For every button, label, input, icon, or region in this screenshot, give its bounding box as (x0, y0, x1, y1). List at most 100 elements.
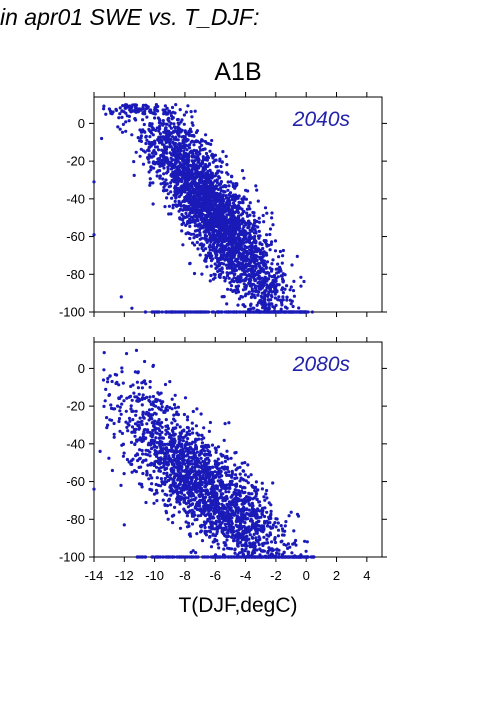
data-point (92, 233, 96, 237)
data-point (133, 370, 137, 374)
data-point (171, 110, 175, 114)
data-point (253, 253, 257, 257)
data-point (242, 235, 246, 239)
data-point (253, 239, 257, 243)
data-point (176, 138, 180, 142)
data-point (255, 289, 259, 293)
data-point (252, 274, 256, 279)
data-point (266, 284, 270, 288)
data-point (120, 115, 124, 119)
data-point (145, 138, 149, 142)
data-point (186, 104, 190, 108)
data-point (192, 202, 196, 206)
data-point (233, 268, 237, 273)
data-point (235, 217, 240, 221)
data-point (105, 416, 109, 420)
data-point (155, 145, 159, 149)
data-point (226, 172, 230, 176)
data-point (241, 210, 245, 214)
data-point (207, 429, 211, 433)
data-point (183, 190, 187, 194)
data-point (248, 533, 252, 537)
data-point (162, 158, 166, 162)
data-point (196, 310, 200, 314)
data-point (148, 380, 152, 384)
data-point (160, 405, 164, 409)
data-point (200, 138, 204, 142)
data-point (280, 261, 284, 265)
data-point (221, 198, 226, 202)
data-point (131, 103, 135, 107)
data-point (217, 220, 221, 224)
data-point (192, 232, 196, 236)
data-point (161, 177, 165, 181)
data-point (207, 479, 211, 483)
data-point (260, 291, 264, 295)
data-point (228, 235, 232, 239)
data-point (174, 135, 178, 139)
data-point (273, 296, 277, 300)
data-point (236, 225, 240, 229)
data-point (231, 201, 236, 205)
data-point (219, 180, 223, 184)
data-point (133, 117, 137, 121)
data-point (236, 275, 240, 279)
data-point (254, 480, 258, 484)
data-point (196, 514, 200, 518)
data-point (156, 109, 160, 113)
data-point (161, 489, 165, 493)
data-point (188, 236, 192, 241)
data-point (145, 115, 149, 119)
data-point (139, 130, 144, 134)
data-point (184, 143, 188, 147)
data-point (241, 258, 245, 262)
data-point (249, 302, 253, 306)
data-point (229, 284, 234, 288)
data-point (157, 392, 161, 396)
data-point (151, 181, 155, 185)
data-point (230, 244, 234, 248)
data-point (236, 207, 240, 211)
data-point (285, 284, 289, 288)
data-point (149, 168, 153, 172)
data-point (237, 200, 241, 204)
data-point (285, 295, 289, 299)
data-point (289, 285, 293, 289)
data-point (204, 215, 208, 219)
data-point (173, 189, 177, 193)
data-point (203, 147, 207, 151)
data-point (233, 264, 237, 268)
data-point (192, 514, 196, 518)
data-point (131, 383, 135, 387)
data-point (143, 359, 147, 364)
data-point (219, 245, 223, 249)
data-point (268, 227, 273, 231)
data-point (226, 287, 230, 291)
data-point (207, 162, 212, 166)
data-point (102, 404, 106, 408)
data-point (223, 422, 227, 426)
data-point (191, 207, 195, 212)
data-point (190, 134, 194, 138)
data-point (233, 228, 237, 232)
data-point (104, 112, 108, 116)
data-point (218, 193, 222, 198)
x-tick-label: -12 (115, 568, 134, 583)
data-point (244, 188, 248, 192)
data-point (163, 104, 167, 108)
data-point (226, 196, 230, 200)
data-point (102, 351, 106, 355)
data-point (248, 268, 252, 272)
data-point (246, 292, 250, 296)
data-point (207, 181, 211, 185)
data-point (261, 252, 265, 256)
data-point (164, 310, 168, 314)
data-point (162, 172, 166, 176)
data-point (173, 185, 177, 189)
data-point (251, 289, 255, 293)
data-point (281, 291, 285, 295)
data-point (261, 246, 265, 251)
data-point (212, 230, 216, 234)
data-point (228, 201, 232, 206)
data-point (155, 499, 159, 503)
